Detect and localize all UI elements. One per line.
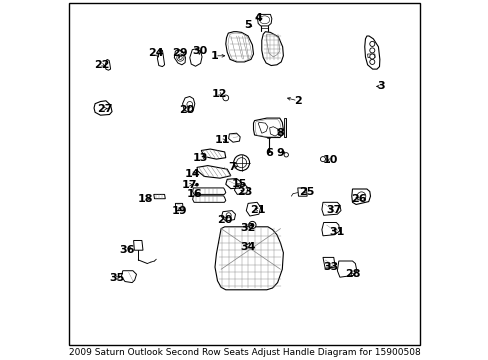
Text: 32: 32	[240, 222, 255, 233]
Circle shape	[369, 54, 374, 59]
Text: 11: 11	[215, 135, 230, 145]
Circle shape	[369, 48, 374, 53]
Text: 5: 5	[244, 20, 251, 30]
Text: 27: 27	[97, 104, 112, 114]
Text: 23: 23	[236, 186, 252, 197]
Text: 30: 30	[192, 46, 207, 56]
Text: 31: 31	[329, 227, 345, 237]
Text: 16: 16	[186, 189, 202, 199]
Text: 35: 35	[109, 273, 124, 283]
Text: 12: 12	[211, 89, 226, 99]
Text: 7: 7	[227, 162, 235, 172]
Text: 15: 15	[231, 179, 246, 189]
Circle shape	[320, 157, 325, 162]
Text: 13: 13	[192, 153, 208, 163]
Circle shape	[369, 41, 374, 46]
Circle shape	[223, 95, 228, 101]
Text: 14: 14	[184, 168, 200, 179]
Text: 26: 26	[350, 194, 366, 204]
Text: 10: 10	[322, 155, 337, 165]
Text: 22: 22	[94, 60, 110, 70]
Text: 17: 17	[181, 180, 196, 190]
Text: 19: 19	[172, 206, 187, 216]
Text: 24: 24	[148, 48, 164, 58]
Circle shape	[250, 223, 254, 227]
Circle shape	[284, 153, 288, 157]
Text: 33: 33	[323, 262, 338, 272]
Circle shape	[195, 183, 199, 186]
Text: 3: 3	[377, 81, 385, 91]
Text: 8: 8	[275, 128, 283, 138]
Text: 20: 20	[179, 105, 194, 115]
Text: 2: 2	[293, 96, 301, 106]
Text: 18: 18	[138, 194, 153, 204]
Text: 4: 4	[254, 13, 263, 23]
Text: 34: 34	[240, 242, 255, 252]
Circle shape	[248, 221, 256, 229]
Text: 9: 9	[276, 148, 284, 158]
Text: 20: 20	[217, 215, 232, 225]
Text: 36: 36	[120, 245, 135, 255]
Text: 21: 21	[250, 204, 265, 215]
Text: 25: 25	[298, 186, 313, 197]
Text: 29: 29	[172, 48, 188, 58]
Text: 28: 28	[344, 269, 360, 279]
Text: 2009 Saturn Outlook Second Row Seats Adjust Handle Diagram for 15900508: 2009 Saturn Outlook Second Row Seats Adj…	[68, 348, 420, 356]
Text: 37: 37	[325, 204, 341, 215]
Circle shape	[369, 59, 374, 64]
Text: 1: 1	[211, 51, 219, 61]
Text: 6: 6	[264, 148, 272, 158]
